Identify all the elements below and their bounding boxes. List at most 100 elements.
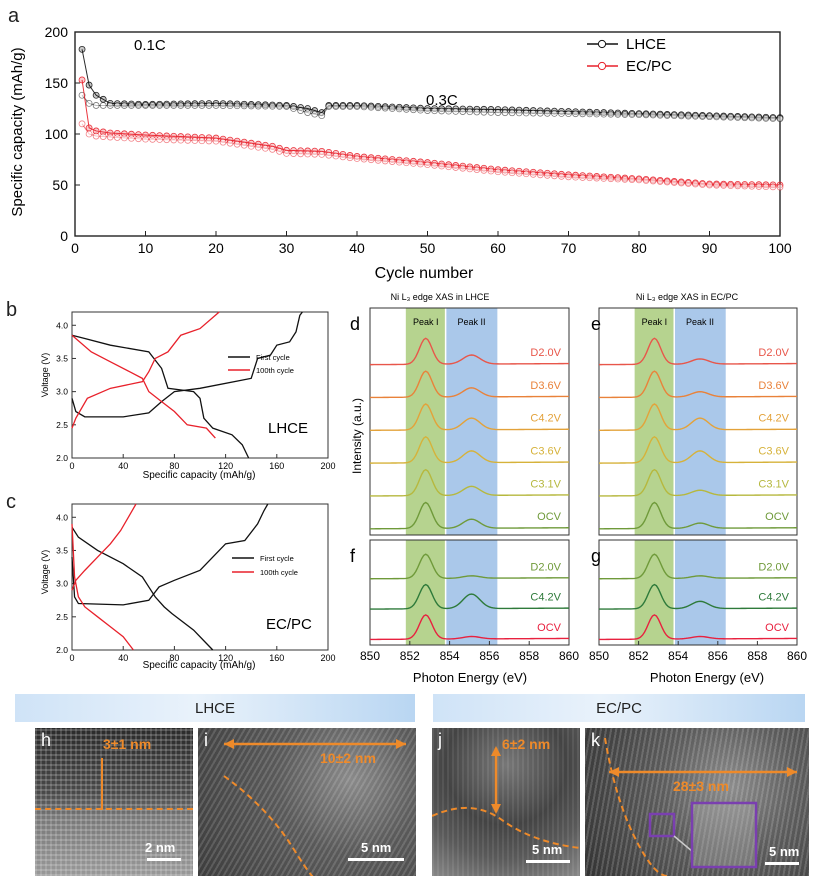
data-point-lhce: [600, 110, 608, 118]
data-point-lhce: [713, 113, 720, 121]
micrograph-i-measure: 10±2 nm: [320, 750, 376, 766]
xas-curve-ocv: [369, 614, 570, 641]
data-point-ec-pc: [120, 134, 128, 142]
data-point-ec-pc: [776, 183, 784, 191]
data-point-ec-pc: [734, 182, 742, 190]
x-tick-label: 854: [440, 649, 460, 663]
data-point-ec-pc: [459, 164, 467, 172]
legend-marker-lhce: [597, 39, 607, 49]
measure-arrowhead-i-right: [396, 739, 406, 749]
xas-label-c4.2v: C4.2V: [530, 592, 561, 604]
panel-a-ylabel: Specific capacity (mAh/g): [9, 47, 26, 216]
plot-frame: [71, 503, 329, 651]
xas-label-ocv: OCV: [765, 622, 790, 634]
curve-100th-cycle-charge: [71, 503, 137, 591]
data-point-ec-pc: [572, 173, 579, 181]
data-point-lhce: [480, 108, 488, 116]
xas-curve-c4.2v: [598, 583, 798, 610]
peak1-band: [405, 308, 446, 535]
data-point-lhce: [191, 102, 199, 109]
data-point-ec-pc: [381, 157, 389, 165]
panel-letter-a: a: [8, 5, 20, 27]
scale-label-k: 5 nm: [769, 844, 800, 859]
panel-b-plot-area: 0 40 80 120 160 200 2.0 2.5 3.0 3.5 4.0: [56, 311, 336, 471]
x-tick-label: 850: [589, 649, 609, 663]
data-point-lhce: [522, 109, 530, 117]
data-point-lhce: [346, 103, 354, 110]
data-point-ec-pc: [290, 150, 297, 157]
panel-c-ylabel: Voltage (V): [40, 550, 50, 595]
panel-c-plot-area: 0 40 80 120 160 200 2.0 2.5 3.0 3.5 4.0: [56, 503, 336, 663]
data-point-ec-pc: [494, 168, 502, 176]
data-point-lhce: [85, 100, 93, 107]
data-point-ec-pc: [156, 136, 164, 143]
curve-first-cycle-charge: [71, 311, 303, 418]
y-tick-label: 2.0: [56, 453, 68, 463]
x-tick-label: 852: [629, 649, 649, 663]
data-point-ec-pc: [360, 155, 368, 163]
xas-curve-ocv: [369, 501, 570, 530]
data-point-ec-pc: [642, 177, 650, 184]
x-tick-label: 160: [269, 461, 284, 471]
interface-line-h: [35, 808, 193, 810]
x-tick-label: 40: [118, 461, 128, 471]
panel-b-chart: b Voltage (V) Specific capacity (mAh/g) …: [6, 299, 336, 481]
data-point-lhce: [755, 114, 763, 122]
data-point-ec-pc: [769, 183, 777, 191]
data-point-lhce: [304, 109, 312, 116]
xas-curve-c4.2v: [598, 403, 798, 431]
data-point-ec-pc: [205, 137, 213, 145]
banner-ecpc: EC/PC: [433, 694, 805, 722]
data-point-lhce: [163, 102, 171, 109]
data-point-lhce: [656, 111, 664, 119]
xas-label-d2.0v: D2.0V: [758, 561, 789, 573]
data-point-ec-pc: [283, 149, 290, 157]
data-point-ec-pc: [417, 160, 424, 168]
x-tick-label: 200: [320, 653, 335, 663]
x-tick-label: 850: [360, 649, 380, 663]
data-point-ec-pc: [656, 178, 664, 185]
data-point-lhce: [332, 103, 340, 110]
data-point-ec-pc: [473, 166, 481, 173]
data-point-ec-pc: [240, 141, 248, 149]
data-point-ec-pc: [593, 174, 601, 182]
xas-plot-areas: d Peak I Peak II D2.0V D3.6V C4.2V C3.6V C3.1V O…: [350, 307, 807, 663]
data-point-lhce: [402, 105, 410, 113]
data-point-ec-pc: [628, 176, 636, 183]
x-tick-label: 0: [71, 240, 79, 256]
data-point-lhce: [438, 107, 446, 115]
measure-arrowhead-i-left: [224, 739, 234, 749]
data-point-ec-pc: [78, 120, 86, 128]
data-point-lhce: [78, 45, 86, 53]
data-point-ec-pc: [304, 150, 312, 158]
x-tick-label: 160: [269, 653, 284, 663]
data-point-ec-pc: [106, 133, 114, 141]
data-point-ec-pc: [755, 183, 763, 190]
x-tick-label: 10: [138, 240, 154, 256]
data-point-ec-pc: [565, 173, 572, 181]
data-point-lhce: [762, 114, 770, 122]
data-point-lhce: [473, 108, 481, 116]
peak2-band: [674, 540, 726, 645]
series-line-lhce: [81, 49, 781, 119]
xas-curve-d3.6v: [369, 370, 570, 399]
data-point-lhce: [268, 102, 276, 110]
peak2-band: [445, 308, 498, 535]
xas-panels: Ni L₃ edge XAS in LHCE Ni L₃ edge XAS in…: [350, 292, 807, 685]
micrograph-j-letter: j: [438, 730, 442, 750]
panel-c-xlabel: Specific capacity (mAh/g): [143, 660, 256, 671]
data-point-ec-pc: [522, 170, 530, 178]
data-point-lhce: [748, 114, 756, 122]
legend-label-ecpc: EC/PC: [626, 58, 672, 75]
legend-label-100th-cycle: 100th cycle: [260, 568, 298, 577]
panel-c-chart: c Voltage (V) Specific capacity (mAh/g) …: [6, 491, 336, 671]
panel-a-plot-area: 0 10 20 30 40 50 60 70 80 90 100 0 50 100 150 200: [45, 24, 792, 256]
data-point-ec-pc: [536, 171, 544, 179]
y-tick-label: 50: [52, 177, 68, 193]
xas-ylabel: Intensity (a.u.): [350, 398, 364, 474]
y-tick-label: 2.5: [56, 420, 68, 430]
peak2-label: Peak II: [457, 317, 485, 327]
data-point-lhce: [240, 102, 248, 110]
data-point-lhce: [353, 103, 361, 110]
data-point-lhce: [339, 103, 347, 110]
